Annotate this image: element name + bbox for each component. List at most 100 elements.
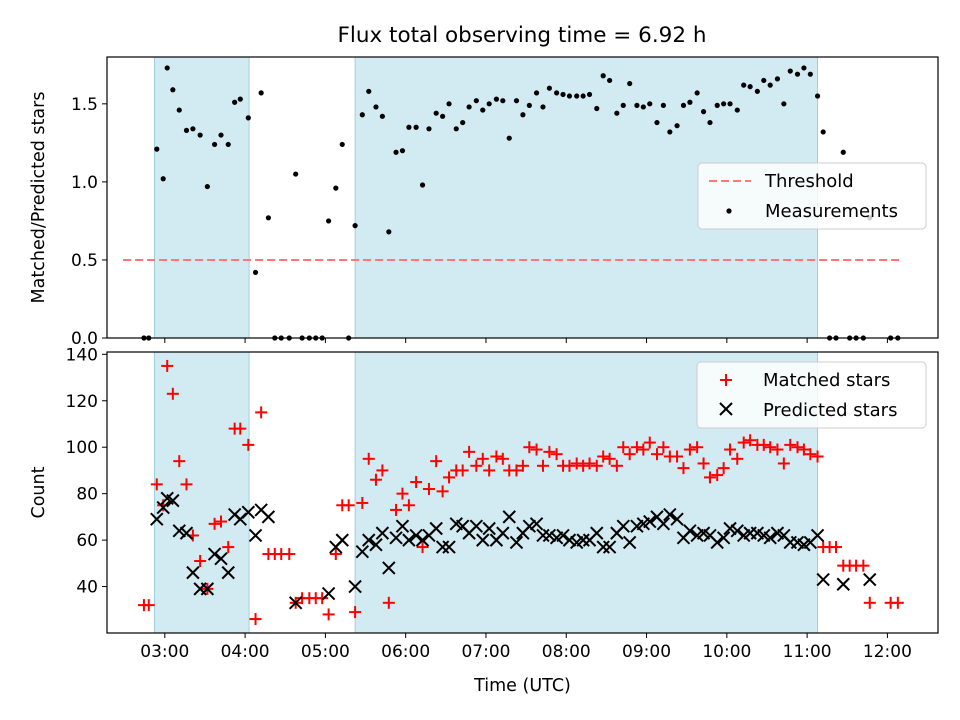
predicted-legend-label: Predicted stars xyxy=(763,400,897,421)
measurement-point xyxy=(761,77,767,84)
measurement-point xyxy=(586,91,593,98)
matched-stars-point xyxy=(242,438,255,451)
matched-stars-point xyxy=(784,438,797,451)
matched-stars-point xyxy=(691,441,704,454)
measurement-point xyxy=(506,135,512,141)
measurement-point xyxy=(265,215,271,221)
matched-stars-point xyxy=(717,462,730,475)
measurement-point xyxy=(687,99,693,105)
measurement-point xyxy=(807,71,813,77)
measurement-point xyxy=(379,113,385,119)
measurement-point xyxy=(526,102,532,108)
matched-stars-point xyxy=(150,478,163,491)
matched-stars-point xyxy=(650,448,663,461)
predicted-stars-point xyxy=(442,540,456,554)
predicted-stars-point xyxy=(321,586,336,601)
matched-stars-point xyxy=(863,596,876,609)
y-tick-label: 1.0 xyxy=(71,173,98,193)
matched-stars-point xyxy=(369,473,382,486)
predicted-stars-point xyxy=(221,565,235,580)
measurement-point xyxy=(453,126,459,132)
predicted-stars-point xyxy=(723,521,737,536)
measurement-point xyxy=(747,84,753,90)
x-tick-label: 03:00 xyxy=(140,642,189,662)
x-tick-label: 06:00 xyxy=(381,642,430,662)
measurement-point xyxy=(190,126,196,132)
measurement-point xyxy=(721,101,727,107)
matched-stars-point xyxy=(543,445,556,458)
measurement-point xyxy=(513,98,520,104)
matched-stars-point xyxy=(396,487,409,500)
matched-stars-point xyxy=(316,592,329,605)
figure-title: Flux total observing time = 6.92 h xyxy=(338,23,707,48)
measurement-point xyxy=(366,88,372,94)
matched-stars-point xyxy=(180,478,193,491)
matched-stars-point xyxy=(731,452,744,465)
measurement-point xyxy=(493,96,500,102)
measurement-point xyxy=(634,102,640,108)
matched-stars-point xyxy=(590,459,603,472)
predicted-stars-point xyxy=(816,572,830,587)
measurement-point xyxy=(533,90,540,96)
matched-stars-point xyxy=(830,541,843,554)
predicted-stars-point xyxy=(415,533,430,547)
predicted-stars-point xyxy=(716,531,731,545)
measurement-point xyxy=(801,65,807,71)
predicted-stars-point xyxy=(288,596,303,610)
predicted-stars-point xyxy=(542,528,557,543)
measurement-point xyxy=(700,109,707,115)
matched-stars-point xyxy=(603,452,616,465)
y-axis-label: Matched/Predicted stars xyxy=(29,92,49,304)
y-tick-label: 1.5 xyxy=(71,95,98,115)
predicted-legend-marker xyxy=(719,402,733,416)
predicted-stars-point xyxy=(389,531,403,545)
measurement-point xyxy=(554,90,560,96)
measurement-point xyxy=(654,119,660,126)
matched-stars-point xyxy=(683,443,696,456)
predicted-stars-point xyxy=(207,547,222,561)
matched-stars-point xyxy=(142,599,155,612)
measurement-point xyxy=(211,141,218,148)
matched-stars-point xyxy=(711,469,724,482)
measurement-point xyxy=(176,107,182,113)
matched-stars-point xyxy=(771,443,784,456)
predicted-stars-point xyxy=(476,533,490,547)
matched-stars-point xyxy=(737,436,750,449)
predicted-stars-point xyxy=(369,538,383,552)
measurement-point xyxy=(413,124,419,130)
measurement-point xyxy=(393,149,399,155)
measurement-point xyxy=(225,141,231,148)
matched-stars-point xyxy=(777,457,790,470)
matched-stars-point xyxy=(657,441,670,454)
matched-stars-point xyxy=(382,596,395,609)
measurement-point xyxy=(252,269,259,276)
matched-stars-point xyxy=(194,555,207,568)
predicted-stars-point xyxy=(576,533,590,547)
measurement-point xyxy=(258,90,264,96)
predicted-stars-point xyxy=(186,565,200,580)
measurement-point xyxy=(840,149,846,155)
predicted-stars-point xyxy=(522,519,537,533)
x-tick-label: 09:00 xyxy=(622,642,671,662)
measurement-point xyxy=(154,146,160,152)
matched-stars-point xyxy=(523,441,536,454)
measurements-legend-marker xyxy=(726,208,732,214)
matched-stars-point xyxy=(456,464,469,477)
measurements-series xyxy=(141,65,901,341)
predicted-stars-point xyxy=(710,535,724,550)
predicted-stars-point xyxy=(810,528,825,543)
x-tick-label: 10:00 xyxy=(702,642,751,662)
matched-stars-point xyxy=(470,459,483,472)
measurement-point xyxy=(373,104,379,110)
measurement-point xyxy=(164,65,170,71)
x-tick-label: 07:00 xyxy=(461,642,510,662)
predicted-stars-point xyxy=(502,510,516,524)
measurement-point xyxy=(734,107,740,113)
count-legend: Matched stars Predicted stars xyxy=(696,361,927,429)
predicted-stars-point xyxy=(496,526,510,540)
x-tick-label: 12:00 xyxy=(863,642,912,662)
matched-stars-point xyxy=(671,450,684,463)
matched-legend-marker xyxy=(720,374,732,386)
matched-stars-point xyxy=(811,450,824,463)
matched-stars-point xyxy=(697,457,710,470)
